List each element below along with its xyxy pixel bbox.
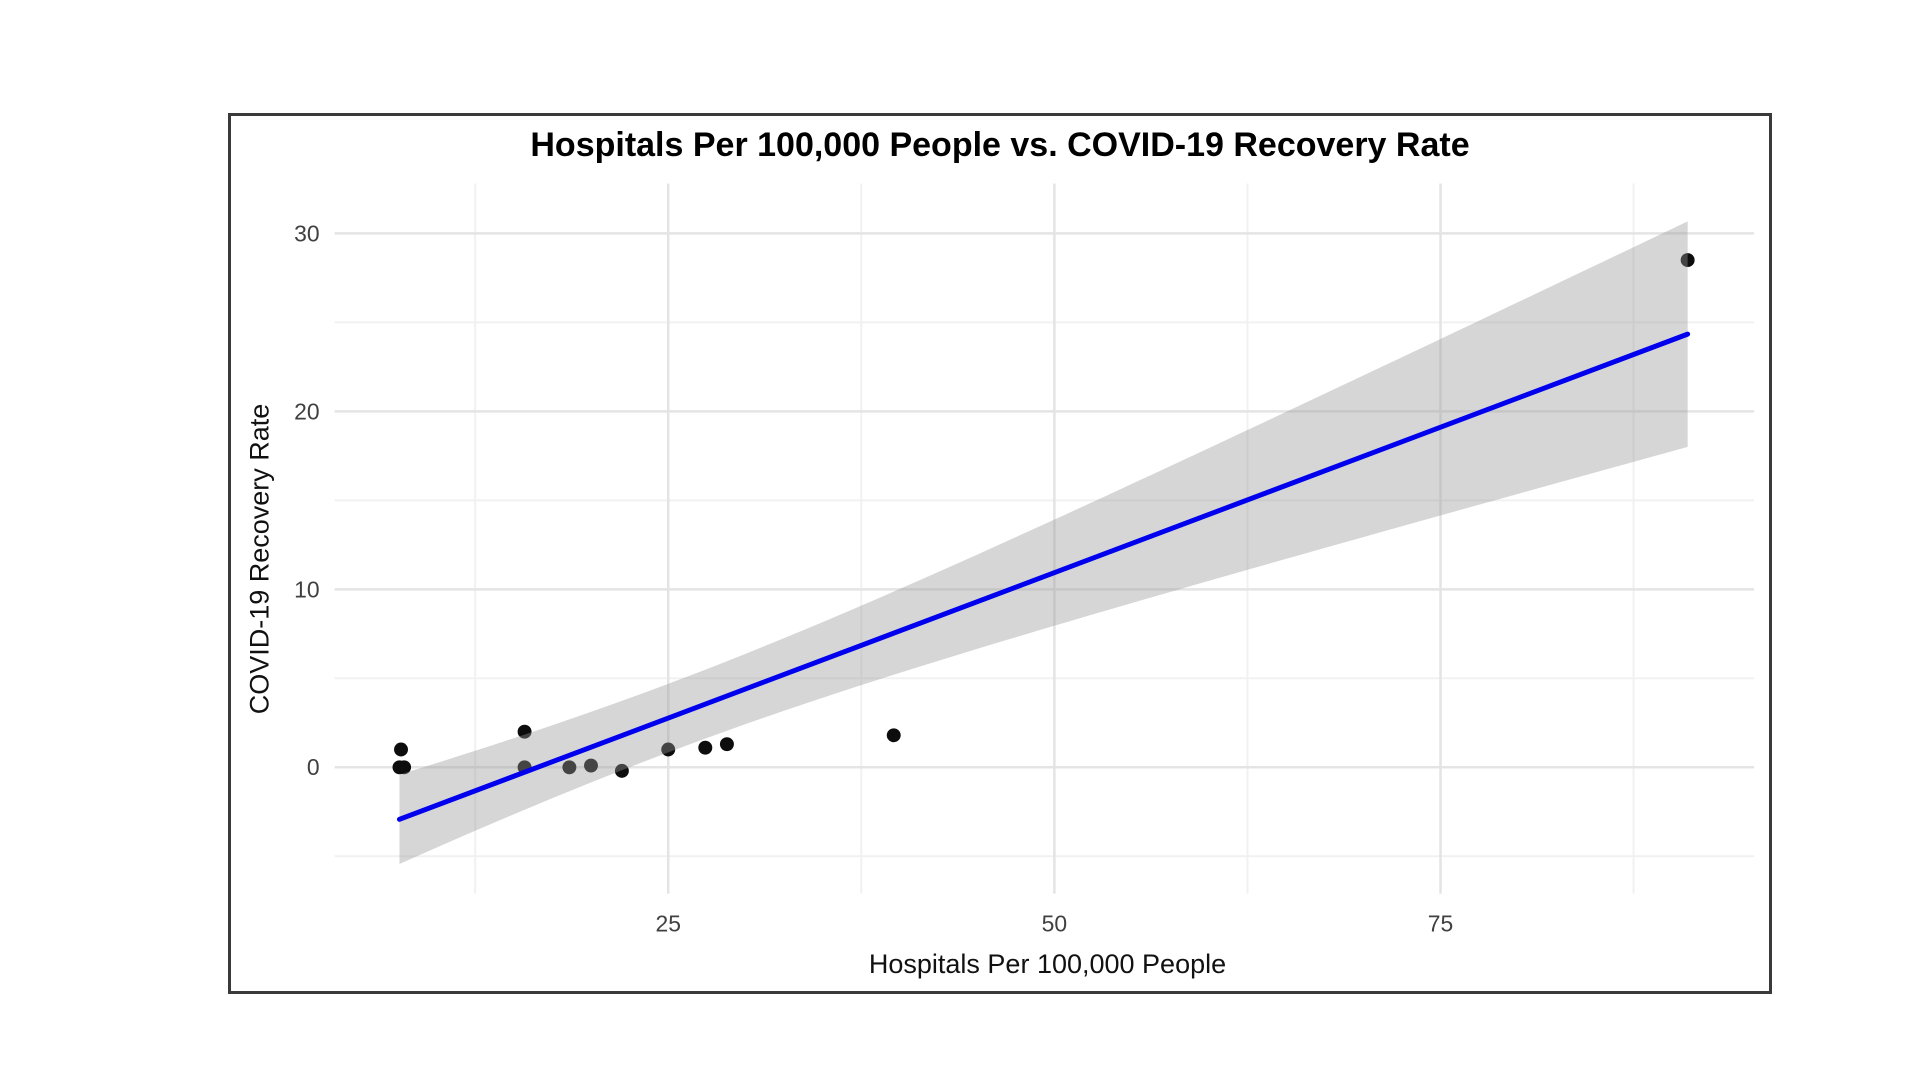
y-tick-label: 30 xyxy=(294,220,319,246)
x-tick-label: 25 xyxy=(655,910,680,936)
x-axis-title: Hospitals Per 100,000 People xyxy=(868,949,1227,979)
data-point xyxy=(719,737,734,752)
data-point xyxy=(886,728,901,743)
x-tick-label: 75 xyxy=(1428,910,1453,936)
regression-line xyxy=(396,331,1691,822)
x-tick-label: 50 xyxy=(1042,910,1067,936)
data-point xyxy=(1680,253,1695,268)
y-tick-label: 20 xyxy=(294,398,319,424)
y-tick-label: 10 xyxy=(294,576,319,602)
data-point xyxy=(698,740,713,755)
data-point xyxy=(397,760,412,775)
data-point xyxy=(614,763,629,778)
data-point xyxy=(661,742,676,757)
scatter-plot-canvas: 0 10 20 30 25 50 75 xyxy=(294,183,1755,936)
chart-title: Hospitals Per 100,000 People vs. COVID-1… xyxy=(530,126,1470,164)
data-point xyxy=(584,758,598,773)
y-tick-label: 0 xyxy=(307,754,320,780)
data-point xyxy=(517,724,532,739)
data-point xyxy=(562,760,577,775)
data-point xyxy=(394,742,408,757)
chart-figure: Hospitals Per 100,000 People vs. COVID-1… xyxy=(228,113,1772,994)
confidence-band xyxy=(399,221,1688,864)
